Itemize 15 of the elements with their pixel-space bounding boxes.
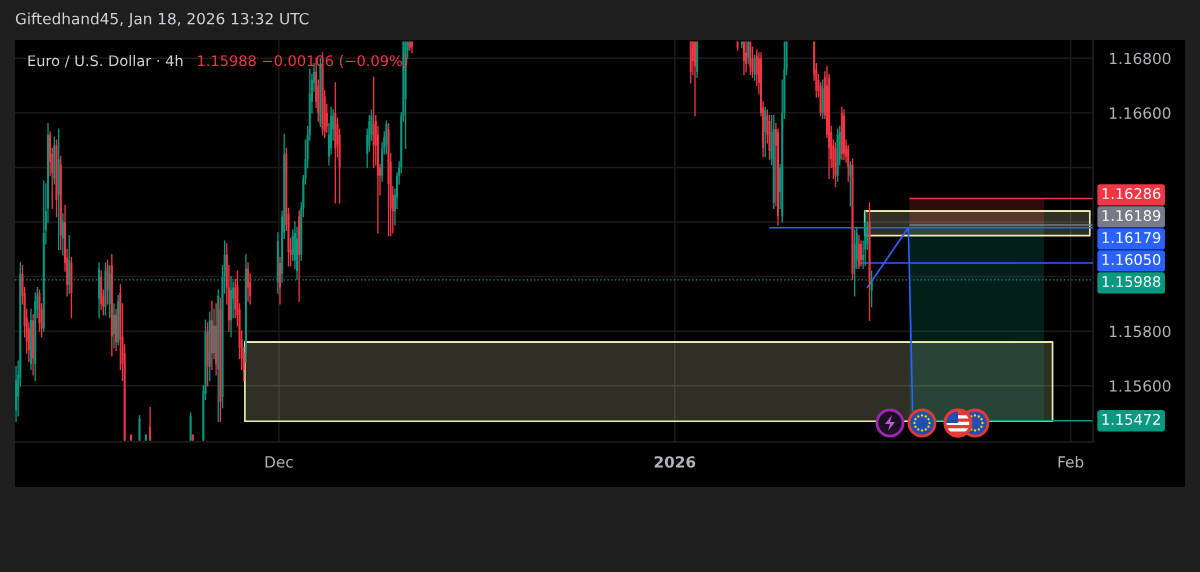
y-tick-label: 1.15600 <box>1109 380 1171 392</box>
ref-line-label: 1.16189 <box>1102 210 1161 222</box>
x-tick-label: Dec <box>265 456 293 468</box>
data-label: 1.16050 <box>1102 254 1161 266</box>
x-tick-label: Feb <box>1058 455 1084 468</box>
text: Euro / U.S. Dollar · 4h <box>28 54 183 68</box>
y-tick-label: 1.16600 <box>1109 107 1171 119</box>
text: Giftedhand45, Jan 18, 2026 13:32 UTC <box>15 12 309 28</box>
y-tick-label: 1.16800 <box>1109 52 1171 65</box>
x-tick-label: 2026 <box>654 456 696 468</box>
data-label: 1.16179 <box>1102 232 1161 244</box>
ref-line-label: 1.15472 <box>1102 413 1160 425</box>
y-tick-label: 1.15800 <box>1109 325 1171 338</box>
ref-line-label: 1.16286 <box>1102 188 1161 200</box>
ref-line-label: 1.15988 <box>1102 276 1161 288</box>
